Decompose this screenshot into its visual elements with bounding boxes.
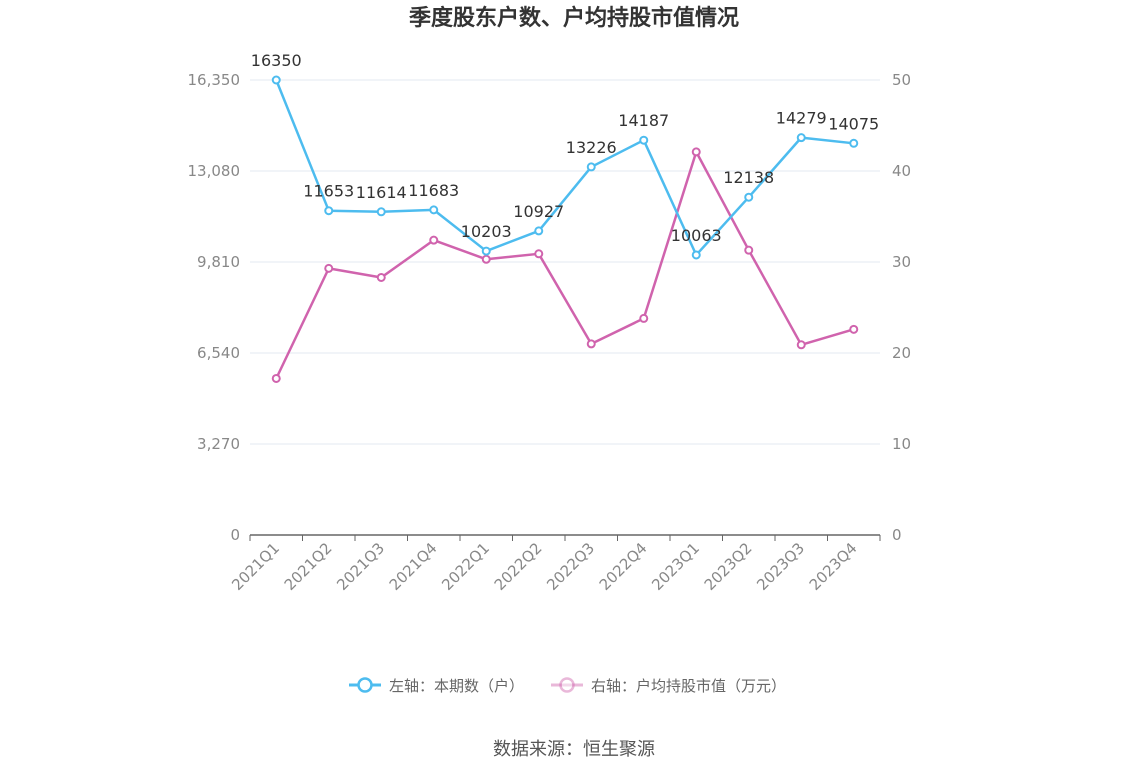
legend-marker-left — [357, 677, 373, 693]
data-point-right[interactable] — [639, 313, 649, 323]
data-point-right[interactable] — [691, 147, 701, 157]
right-tick-label: 20 — [892, 344, 911, 362]
x-tick-label: 2022Q2 — [491, 539, 546, 594]
x-tick-label: 2023Q4 — [806, 539, 861, 594]
data-point-left[interactable] — [429, 205, 439, 215]
gridlines — [250, 79, 880, 445]
data-label: 10203 — [461, 222, 512, 241]
legend-label-right: 右轴：户均持股市值（万元） — [591, 677, 786, 695]
x-tick-label: 2021Q4 — [386, 539, 441, 594]
legend-label-left: 左轴：本期数（户） — [389, 677, 524, 695]
series-layer — [271, 75, 859, 383]
data-label: 10063 — [671, 226, 722, 245]
left-tick-label: 3,270 — [197, 435, 240, 453]
legend-item-left[interactable]: 左轴：本期数（户） — [349, 677, 524, 695]
x-axis: 2021Q12021Q22021Q32021Q42022Q12022Q22022… — [228, 534, 881, 594]
data-point-left[interactable] — [744, 192, 754, 202]
data-point-right[interactable] — [534, 249, 544, 259]
right-tick-label: 10 — [892, 435, 911, 453]
data-point-left[interactable] — [534, 226, 544, 236]
right-tick-label: 30 — [892, 253, 911, 271]
data-point-left[interactable] — [271, 75, 281, 85]
chart-title: 季度股东户数、户均持股市值情况 — [409, 5, 739, 31]
left-tick-label: 16,350 — [188, 71, 241, 89]
data-label: 16350 — [251, 51, 302, 70]
data-label: 11683 — [408, 181, 459, 200]
data-point-right[interactable] — [271, 373, 281, 383]
data-point-left[interactable] — [376, 207, 386, 217]
data-point-right[interactable] — [586, 339, 596, 349]
data-point-left[interactable] — [796, 133, 806, 143]
left-tick-label: 0 — [230, 526, 240, 544]
data-source: 数据来源：恒生聚源 — [493, 739, 655, 760]
x-tick-label: 2022Q4 — [596, 539, 651, 594]
data-point-left[interactable] — [639, 135, 649, 145]
data-point-left[interactable] — [691, 250, 701, 260]
data-point-left[interactable] — [849, 138, 859, 148]
series-line-left — [275, 79, 854, 257]
x-tick-label: 2023Q1 — [648, 539, 703, 594]
series-line-right — [275, 150, 855, 380]
data-label: 14187 — [618, 111, 669, 130]
data-label: 13226 — [566, 138, 617, 157]
x-tick-label: 2023Q2 — [701, 539, 756, 594]
data-label: 14279 — [776, 109, 827, 128]
x-tick-label: 2021Q3 — [333, 539, 388, 594]
data-point-right[interactable] — [744, 245, 754, 255]
right-tick-label: 50 — [892, 71, 911, 89]
data-point-right[interactable] — [376, 272, 386, 282]
x-tick-label: 2023Q3 — [753, 539, 808, 594]
legend-item-right[interactable]: 右轴：户均持股市值（万元） — [551, 677, 786, 695]
data-point-left[interactable] — [481, 246, 491, 256]
data-point-right[interactable] — [481, 254, 491, 264]
x-tick-label: 2021Q2 — [281, 539, 336, 594]
right-axis-ticks: 0 10 20 30 40 50 — [892, 71, 911, 544]
data-label: 11614 — [356, 183, 407, 202]
data-label: 12138 — [723, 168, 774, 187]
legend-marker-right — [559, 677, 575, 693]
data-point-left[interactable] — [324, 206, 334, 216]
left-tick-label: 6,540 — [197, 344, 240, 362]
left-tick-label: 13,080 — [188, 162, 241, 180]
data-label: 10927 — [513, 202, 564, 221]
data-point-right[interactable] — [429, 235, 439, 245]
right-tick-label: 40 — [892, 162, 911, 180]
left-tick-label: 9,810 — [197, 253, 240, 271]
data-point-left[interactable] — [586, 162, 596, 172]
x-tick-label: 2022Q1 — [438, 539, 493, 594]
data-point-right[interactable] — [849, 324, 859, 334]
data-label: 11653 — [303, 182, 354, 201]
right-tick-label: 0 — [892, 526, 902, 544]
data-point-right[interactable] — [324, 263, 334, 273]
x-tick-label: 2022Q3 — [543, 539, 598, 594]
x-tick-label: 2021Q1 — [228, 539, 283, 594]
legend[interactable]: 左轴：本期数（户） 右轴：户均持股市值（万元） — [349, 677, 786, 695]
data-label: 14075 — [828, 114, 879, 133]
data-point-right[interactable] — [796, 340, 806, 350]
left-axis-ticks: 0 3,270 6,540 9,810 13,080 16,350 — [188, 71, 241, 544]
